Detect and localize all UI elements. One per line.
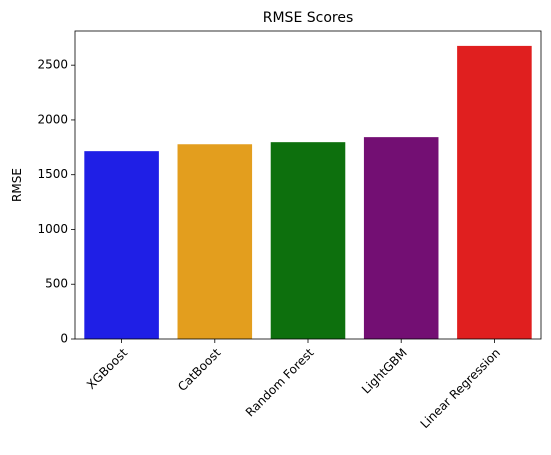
y-tick-label: 1500 bbox=[37, 167, 68, 181]
x-tick-label: LightGBM bbox=[359, 346, 410, 397]
bar-xgboost bbox=[84, 151, 159, 339]
bar-linear-regression bbox=[457, 46, 532, 339]
y-tick-label: 0 bbox=[60, 332, 68, 346]
y-tick-label: 2500 bbox=[37, 58, 68, 72]
y-tick-label: 1000 bbox=[37, 222, 68, 236]
y-ticks-group: 0 500 1000 1500 2000 2500 bbox=[37, 58, 75, 346]
bars-group bbox=[84, 46, 531, 339]
x-tick-label: XGBoost bbox=[84, 345, 130, 391]
x-ticks-group: XGBoost CatBoost Random Forest LightGBM Line… bbox=[84, 339, 503, 431]
y-tick-label: 2000 bbox=[37, 112, 68, 126]
y-axis-label: RMSE bbox=[10, 168, 24, 202]
chart-title: RMSE Scores bbox=[263, 10, 354, 26]
bar-catboost bbox=[178, 144, 253, 339]
x-tick-label: Random Forest bbox=[243, 345, 317, 419]
bar-random-forest bbox=[271, 142, 346, 339]
x-tick-label: Linear Regression bbox=[418, 346, 503, 431]
y-tick-label: 500 bbox=[45, 277, 68, 291]
x-tick-label: CatBoost bbox=[175, 345, 224, 394]
bar-lightgbm bbox=[364, 137, 439, 339]
